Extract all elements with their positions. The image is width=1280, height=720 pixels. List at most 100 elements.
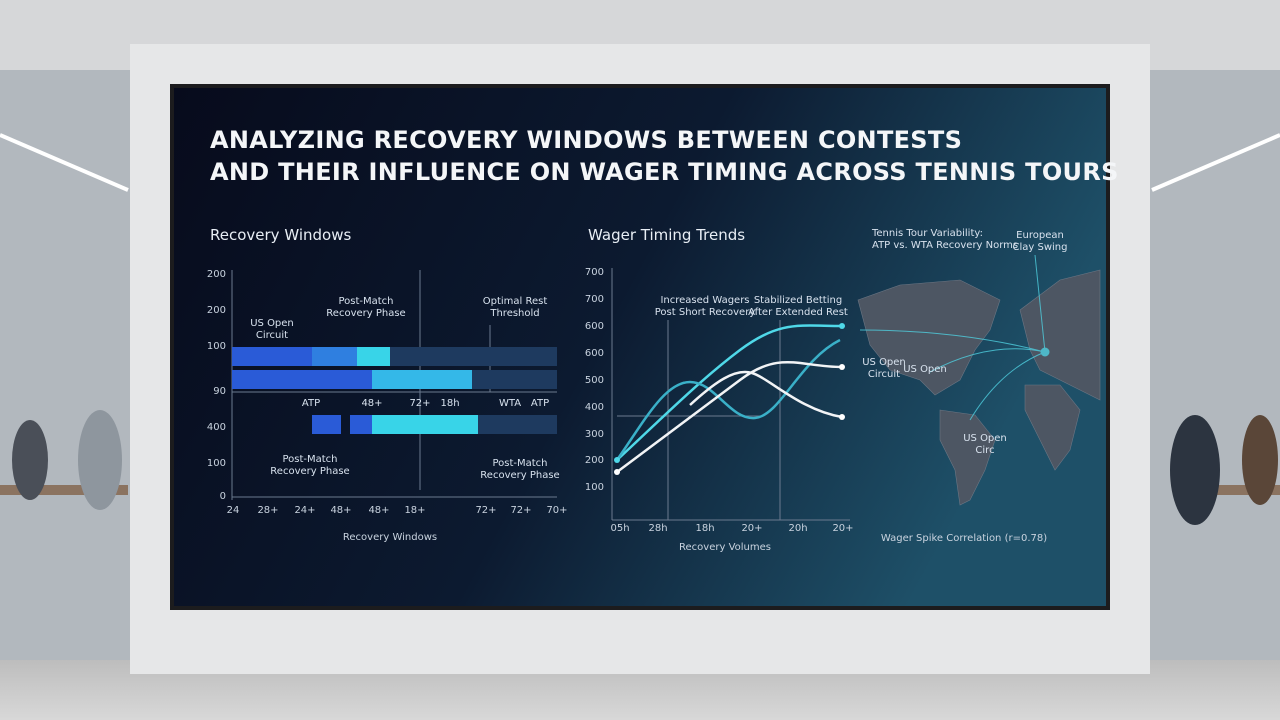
ceiling-light <box>1151 133 1280 192</box>
y-label: 700 <box>584 267 604 278</box>
annotation: ATP <box>301 398 321 409</box>
bar-segment <box>372 415 478 434</box>
annotation: US Open <box>903 364 947 375</box>
annotation: After Extended Rest <box>748 307 848 318</box>
y-label: 700 <box>584 294 604 305</box>
x-label: 24 <box>226 505 240 516</box>
panel-title: Recovery Windows <box>210 226 352 244</box>
x-label: 18h <box>695 523 715 534</box>
curves <box>614 323 845 475</box>
annotation: 48+ <box>361 398 383 409</box>
x-label: 28+ <box>257 505 279 516</box>
bar-segment <box>232 347 312 366</box>
desk <box>1190 485 1280 495</box>
desk <box>0 485 128 495</box>
glass-left <box>0 70 130 660</box>
annotation: US Open <box>963 433 1007 444</box>
bar-segment <box>357 347 390 366</box>
point <box>839 323 845 329</box>
point <box>614 469 620 475</box>
annotation: US Open <box>250 318 294 329</box>
bar-segment <box>350 415 372 434</box>
bar-segment <box>390 347 557 366</box>
annotation: Post Short Recovery <box>654 307 756 318</box>
annotation: Post-Match <box>282 454 338 465</box>
person <box>1242 415 1278 505</box>
annotation: Post-Match <box>492 458 548 469</box>
y-label: 90 <box>213 386 226 397</box>
title-line: AND THEIR INFLUENCE ON WAGER TIMING ACRO… <box>210 158 1119 186</box>
annotation: Increased Wagers <box>660 295 750 306</box>
annotation: US Open <box>862 357 906 368</box>
trend-curve <box>615 338 841 461</box>
annotation: 72+ <box>409 398 431 409</box>
annotation: Recovery Phase <box>326 308 406 319</box>
ceiling-light <box>0 133 129 192</box>
x-label: 72+ <box>475 505 497 516</box>
person <box>1170 415 1220 525</box>
connection <box>859 329 1046 353</box>
connection <box>969 351 1046 421</box>
x-label: 20+ <box>741 523 763 534</box>
annotation: Circ <box>975 445 995 456</box>
annotation: ATP <box>530 398 550 409</box>
panel-title: Wager Timing Trends <box>588 226 746 244</box>
person <box>78 410 122 510</box>
y-label: 500 <box>584 375 604 386</box>
bar-segment <box>312 415 341 434</box>
world-map <box>857 269 1101 506</box>
annotation: Circuit <box>255 330 289 341</box>
y-label: 300 <box>584 429 604 440</box>
bars <box>232 347 557 434</box>
person <box>12 420 48 500</box>
continent <box>939 409 996 506</box>
x-label: 28h <box>648 523 668 534</box>
continent <box>1024 384 1081 471</box>
title-line: ANALYZING RECOVERY WINDOWS BETWEEN CONTE… <box>210 126 963 154</box>
caption: Wager Spike Correlation (r=0.78) <box>880 533 1048 544</box>
x-label: 18+ <box>404 505 426 516</box>
hub <box>1040 347 1050 357</box>
annotation: European <box>1016 230 1064 241</box>
bar-segment <box>472 370 557 389</box>
x-title: Recovery Volumes <box>679 542 771 553</box>
y-label: 100 <box>206 458 226 469</box>
connections <box>859 254 1050 421</box>
y-label: 0 <box>219 491 226 502</box>
connection <box>929 348 1046 373</box>
glass-right <box>1150 70 1280 660</box>
annotation: WTA <box>498 398 522 409</box>
point <box>839 414 845 420</box>
x-title: Recovery Windows <box>342 532 438 543</box>
bar-segment <box>312 347 357 366</box>
annotation: Stabilized Betting <box>753 295 843 306</box>
x-label: 20h <box>788 523 808 534</box>
annotation: Circuit <box>867 369 901 380</box>
x-label: 48+ <box>330 505 352 516</box>
bar-segment <box>232 370 372 389</box>
continent <box>857 279 1001 396</box>
annotation: Recovery Phase <box>270 466 350 477</box>
y-label: 400 <box>206 422 226 433</box>
trend-curve <box>616 360 843 474</box>
panel-title: Tennis Tour Variability: <box>872 228 983 239</box>
y-label: 100 <box>584 482 604 493</box>
y-label: 200 <box>584 455 604 466</box>
annotation: Optimal Rest <box>482 296 548 307</box>
y-label: 600 <box>584 321 604 332</box>
x-label: 48+ <box>368 505 390 516</box>
x-label: 24+ <box>294 505 316 516</box>
y-label: 600 <box>584 348 604 359</box>
x-label: 72+ <box>510 505 532 516</box>
annotation: Recovery Phase <box>480 470 560 481</box>
connection <box>1034 254 1046 353</box>
annotation: Threshold <box>490 308 540 319</box>
annotation: 18h <box>440 398 460 409</box>
y-label: 200 <box>206 269 226 280</box>
point <box>839 364 845 370</box>
y-label: 200 <box>206 305 226 316</box>
panel-title: ATP vs. WTA Recovery Norms <box>872 240 1019 251</box>
bar-segment <box>478 415 557 434</box>
